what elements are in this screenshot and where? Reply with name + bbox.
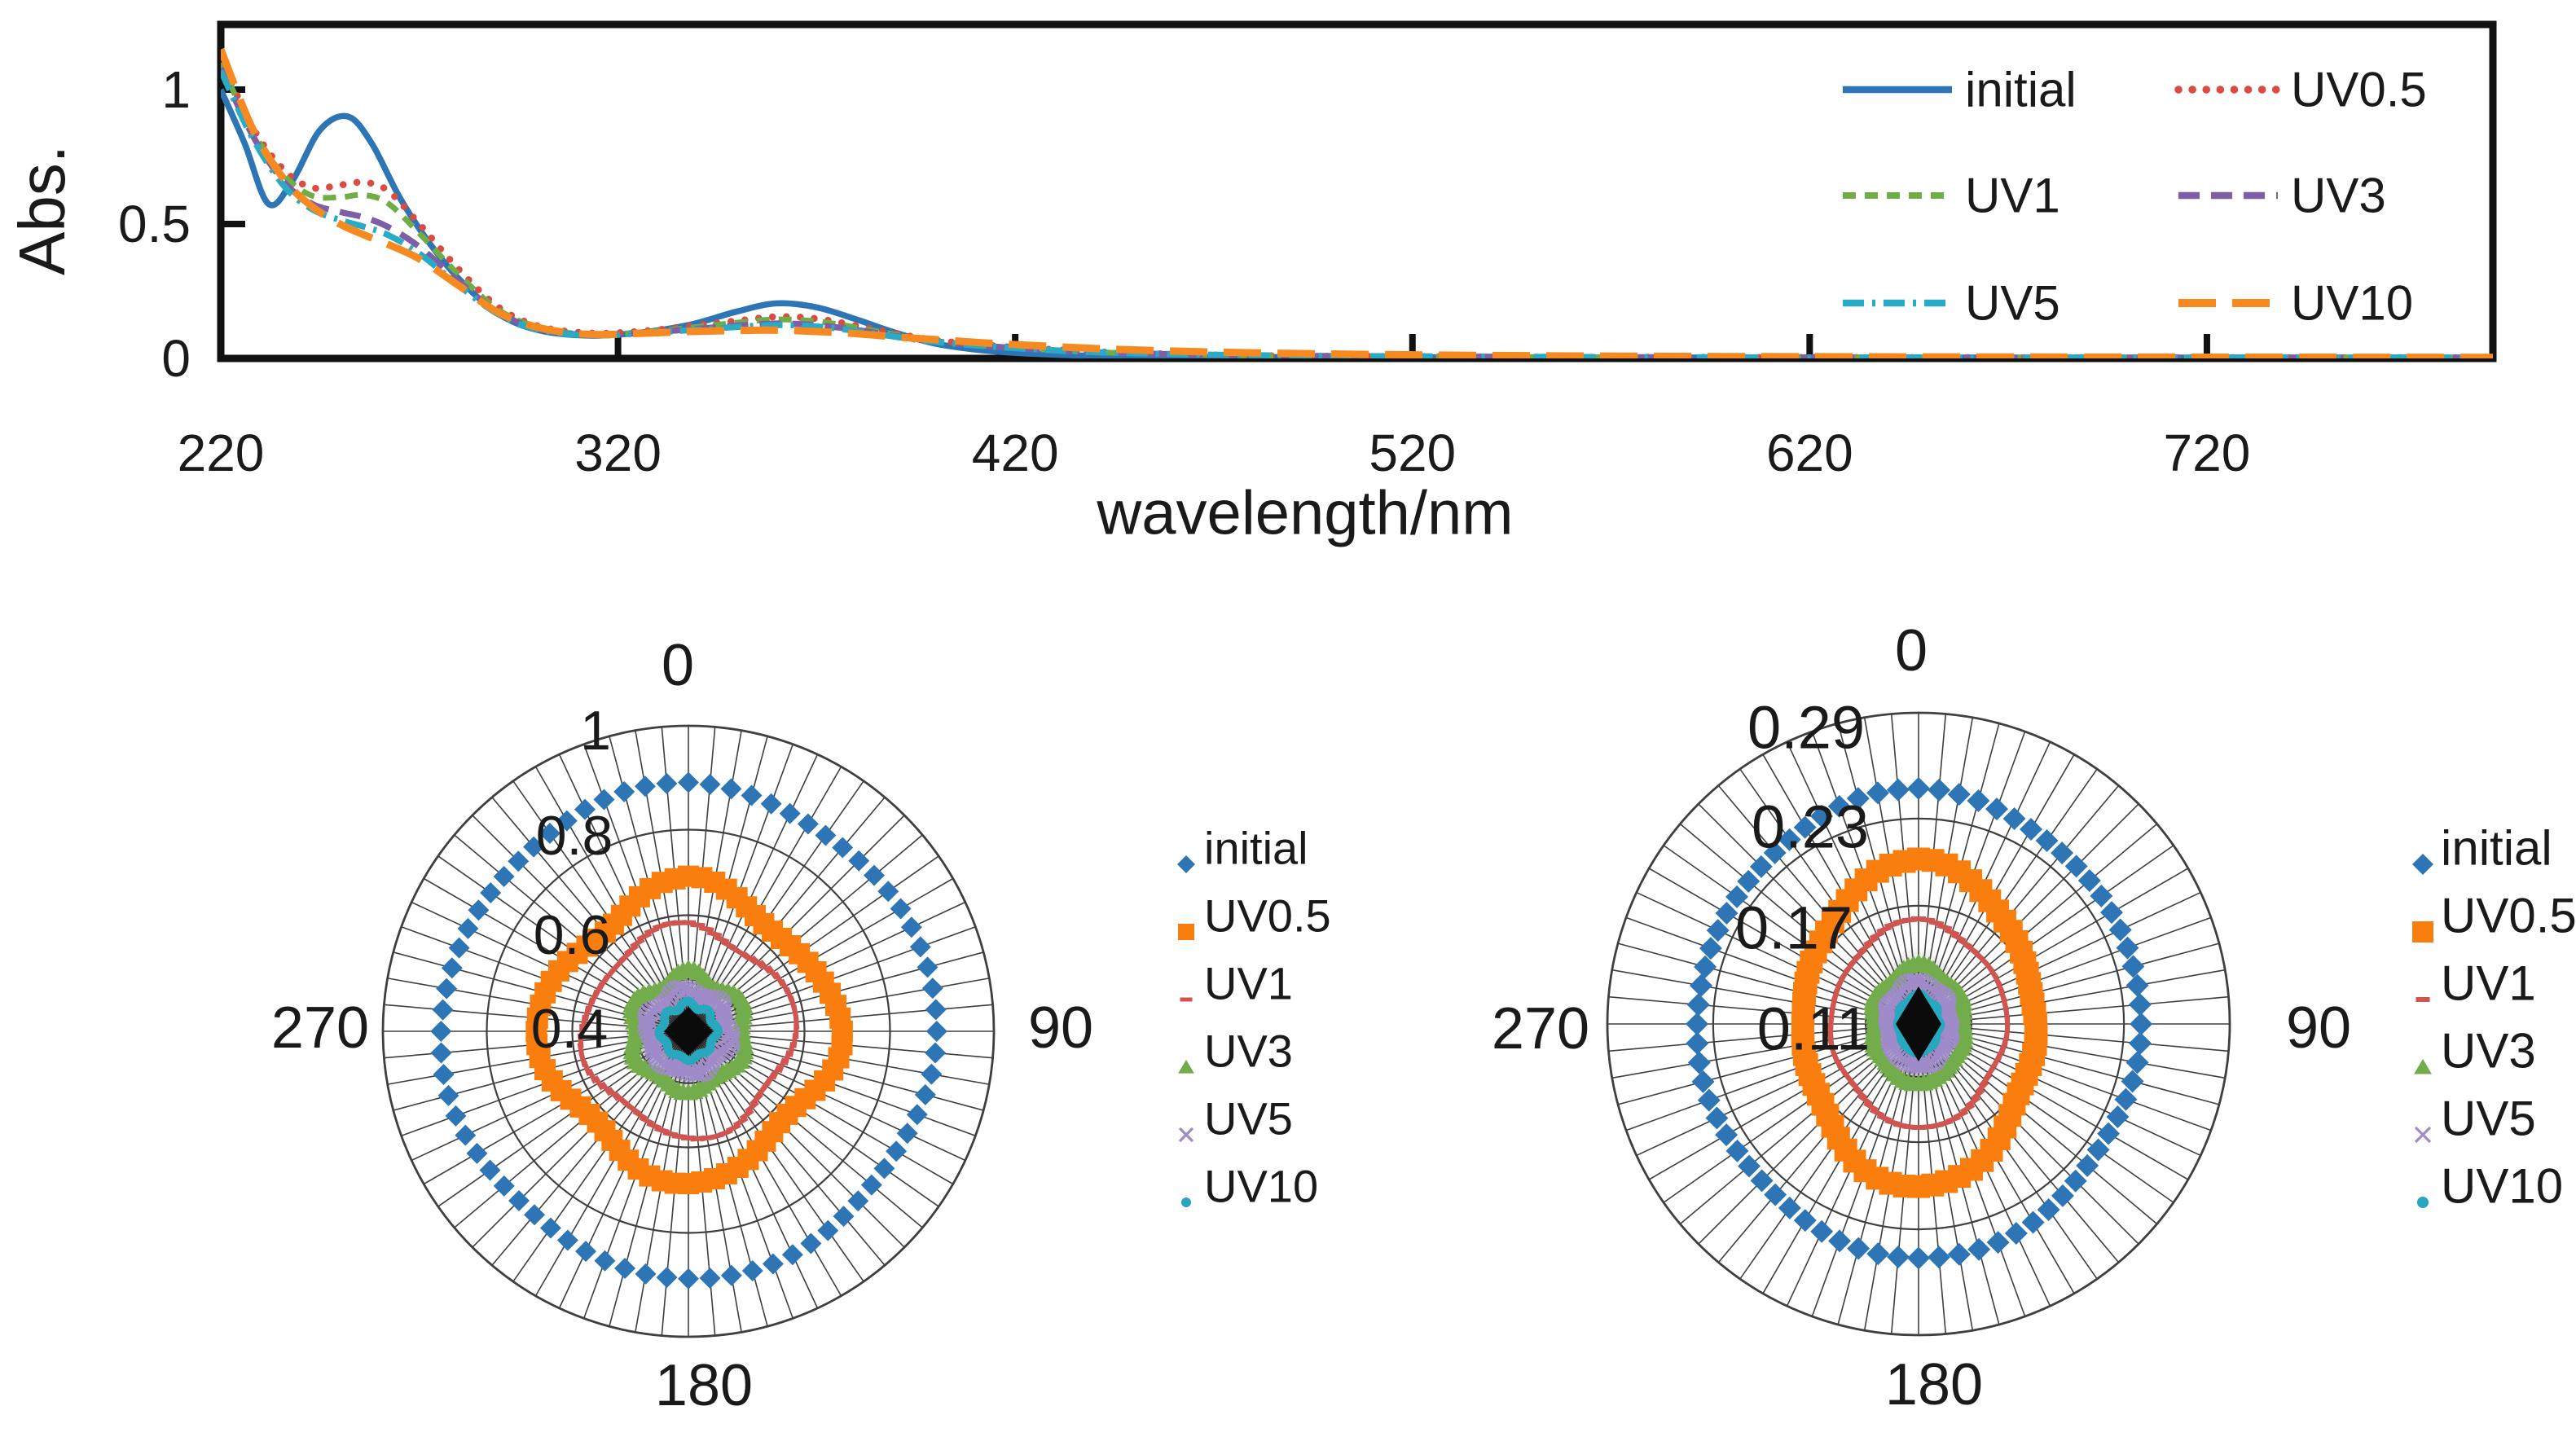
spectrum-series-UV3 — [221, 66, 2493, 358]
polar-series-UV5 — [1877, 972, 1961, 1074]
polar_left-group — [381, 724, 996, 1338]
spectrum-plot-group — [217, 20, 2497, 362]
polar-series-UV1 — [1826, 916, 2011, 1131]
plot-border — [217, 20, 2497, 362]
polar-series-UV10 — [654, 996, 723, 1066]
polar-grid-spoke — [1608, 1023, 1919, 1052]
polar_right-group — [1606, 711, 2231, 1337]
spectrum-series-UV10 — [221, 47, 2493, 358]
spectrum-series-initial — [221, 88, 2493, 358]
polar-series-UV5 — [636, 979, 741, 1083]
spectrum-series-UV0.5 — [221, 54, 2493, 358]
spectrum-series-UV5 — [221, 69, 2493, 358]
spectrum-series-UV1 — [221, 61, 2493, 358]
polar-series-UV1 — [577, 920, 800, 1142]
polar-center-cluster — [664, 1007, 713, 1056]
polar-series-UV0.5 — [525, 865, 853, 1194]
polar-center-cluster — [1896, 986, 1941, 1061]
